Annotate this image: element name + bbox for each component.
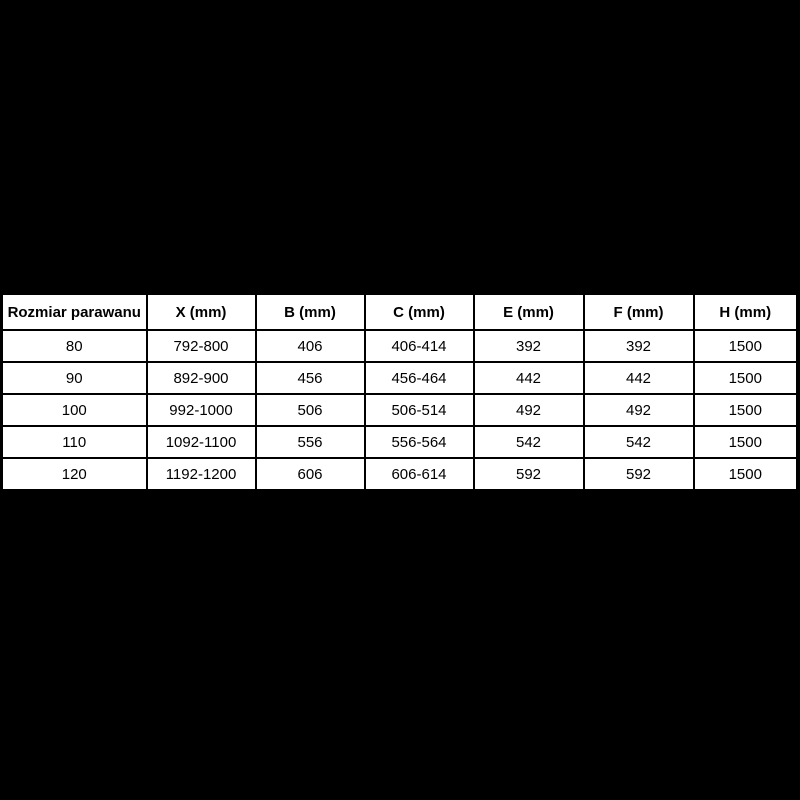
table-cell: 556-564 <box>363 425 475 459</box>
table-row: 100 992-1000 506 506-514 492 492 1500 <box>0 393 799 427</box>
table-cell: 506 <box>254 393 366 427</box>
table-cell: 592 <box>472 457 585 492</box>
header-cell-1: X (mm) <box>145 292 257 331</box>
table-cell: 1192-1200 <box>145 457 257 492</box>
header-row: Rozmiar parawanu X (mm) B (mm) C (mm) E (mm)… <box>0 292 799 331</box>
header-cell-3: C (mm) <box>363 292 475 331</box>
table-row: 80 792-800 406 406-414 392 392 1500 <box>0 329 799 363</box>
table-cell: 542 <box>472 425 585 459</box>
table-cell: 442 <box>582 361 695 395</box>
table-cell: 100 <box>0 393 148 427</box>
table-cell: 492 <box>472 393 585 427</box>
table-cell: 992-1000 <box>145 393 257 427</box>
header-cell-6: H (mm) <box>692 292 799 331</box>
table-cell: 392 <box>582 329 695 363</box>
table-cell: 606-614 <box>363 457 475 492</box>
header-cell-5: F (mm) <box>582 292 695 331</box>
table-cell: 792-800 <box>145 329 257 363</box>
table-cell: 592 <box>582 457 695 492</box>
table-cell: 1500 <box>692 425 799 459</box>
table-cell: 392 <box>472 329 585 363</box>
table-cell: 542 <box>582 425 695 459</box>
table-cell: 606 <box>254 457 366 492</box>
header-cell-0: Rozmiar parawanu <box>0 292 148 331</box>
table-cell: 506-514 <box>363 393 475 427</box>
header-cell-4: E (mm) <box>472 292 585 331</box>
table-cell: 1092-1100 <box>145 425 257 459</box>
table-cell: 556 <box>254 425 366 459</box>
table-cell: 456-464 <box>363 361 475 395</box>
table-cell: 492 <box>582 393 695 427</box>
table-row: 120 1192-1200 606 606-614 592 592 1500 <box>0 457 799 492</box>
table-cell: 1500 <box>692 361 799 395</box>
table-cell: 406-414 <box>363 329 475 363</box>
table-cell: 892-900 <box>145 361 257 395</box>
table-cell: 456 <box>254 361 366 395</box>
header-cell-2: B (mm) <box>254 292 366 331</box>
dimension-spec-table-container: Rozmiar parawanu X (mm) B (mm) C (mm) E (mm)… <box>0 292 799 492</box>
table-header: Rozmiar parawanu X (mm) B (mm) C (mm) E (mm)… <box>0 292 799 331</box>
table-cell: 120 <box>0 457 148 492</box>
table-cell: 442 <box>472 361 585 395</box>
table-cell: 80 <box>0 329 148 363</box>
table-row: 90 892-900 456 456-464 442 442 1500 <box>0 361 799 395</box>
table-row: 110 1092-1100 556 556-564 542 542 1500 <box>0 425 799 459</box>
table-cell: 1500 <box>692 329 799 363</box>
table-cell: 1500 <box>692 393 799 427</box>
table-body: 80 792-800 406 406-414 392 392 1500 90 892-900 45… <box>0 329 799 492</box>
table-cell: 1500 <box>692 457 799 492</box>
table-cell: 110 <box>0 425 148 459</box>
table-cell: 90 <box>0 361 148 395</box>
table-cell: 406 <box>254 329 366 363</box>
dimension-spec-table: Rozmiar parawanu X (mm) B (mm) C (mm) E (mm)… <box>0 292 799 492</box>
